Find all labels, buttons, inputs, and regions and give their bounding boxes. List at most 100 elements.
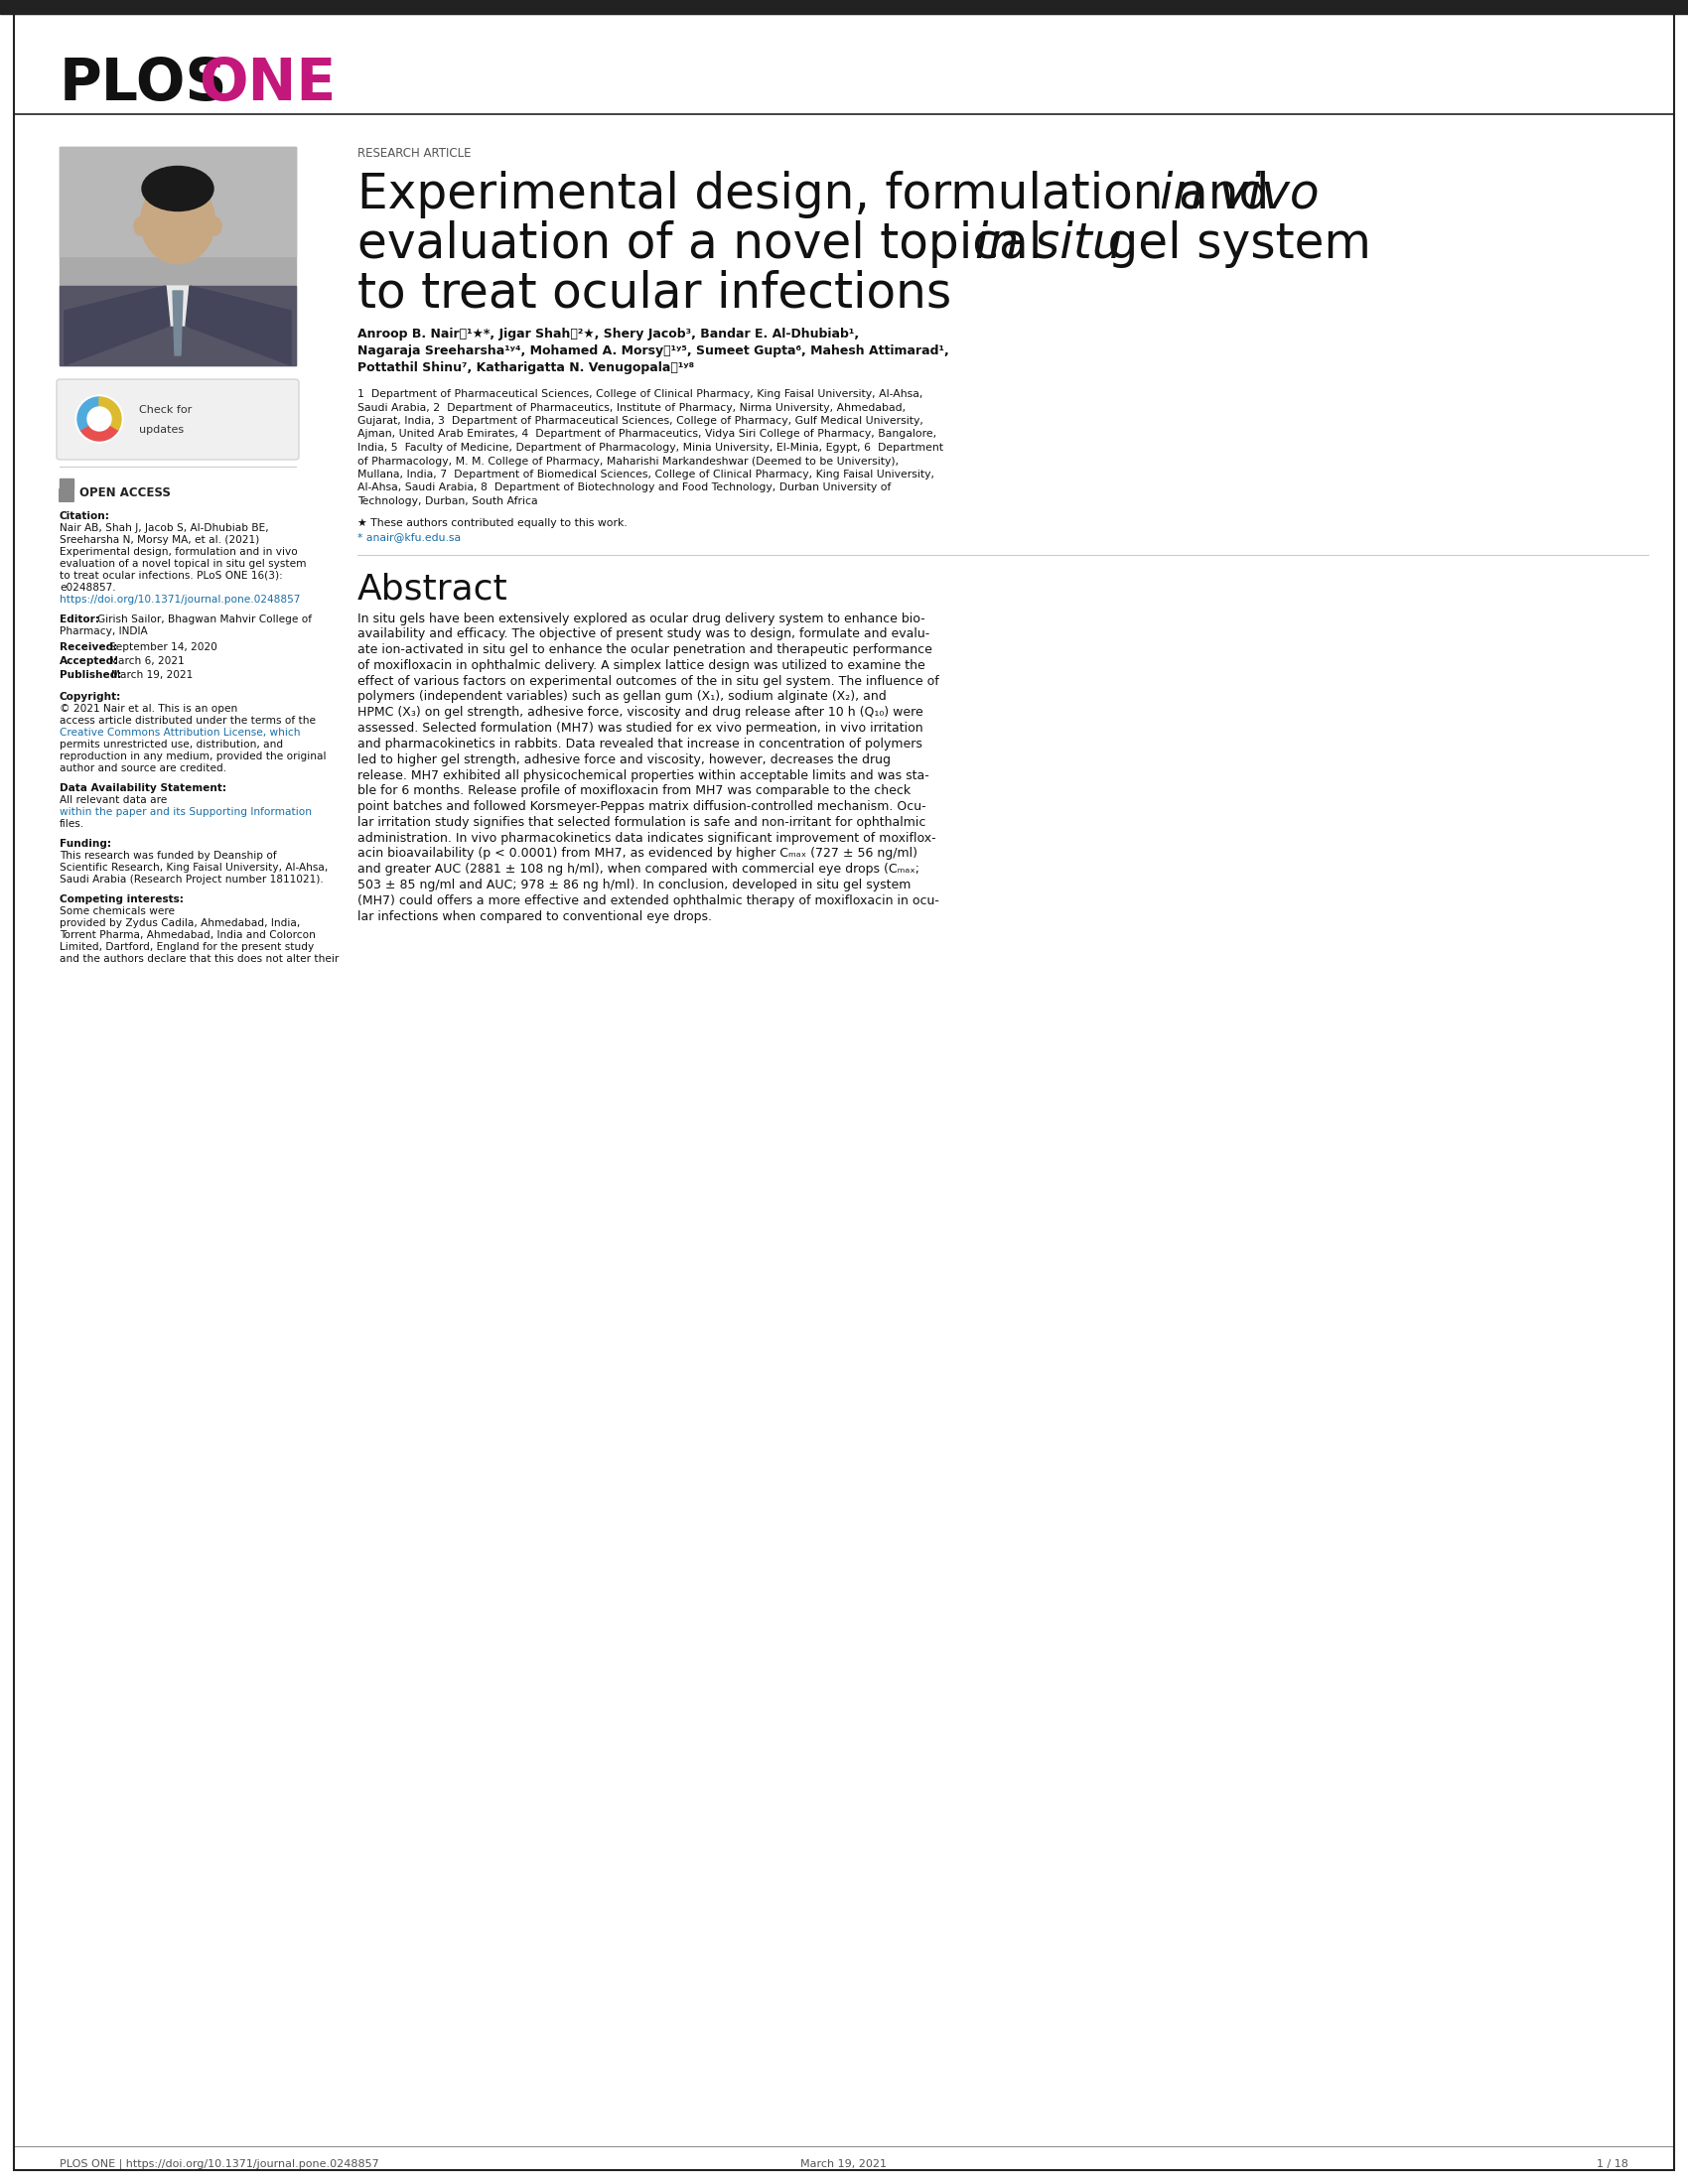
Wedge shape: [81, 419, 118, 441]
Text: Anroop B. Nairⓓ¹★*, Jigar Shahⓓ²★, Shery Jacob³, Bandar E. Al-Dhubiab¹,: Anroop B. Nairⓓ¹★*, Jigar Shahⓓ²★, Shery…: [358, 328, 859, 341]
Text: In situ gels have been extensively explored as ocular drug delivery system to en: In situ gels have been extensively explo…: [358, 612, 925, 625]
Text: Experimental design, formulation and in vivo: Experimental design, formulation and in …: [59, 546, 297, 557]
Text: Girish Sailor, Bhagwan Mahvir College of: Girish Sailor, Bhagwan Mahvir College of: [98, 614, 312, 625]
Text: author and source are credited.: author and source are credited.: [59, 764, 226, 773]
Text: ONE: ONE: [199, 57, 336, 114]
Text: Saudi Arabia (Research Project number 1811021).: Saudi Arabia (Research Project number 18…: [59, 874, 324, 885]
Text: https://doi.org/10.1371/journal.pone.0248857: https://doi.org/10.1371/journal.pone.024…: [59, 594, 300, 605]
Text: ★ These authors contributed equally to this work.: ★ These authors contributed equally to t…: [358, 518, 628, 529]
Circle shape: [76, 395, 123, 443]
Text: Torrent Pharma, Ahmedabad, India and Colorcon: Torrent Pharma, Ahmedabad, India and Col…: [59, 930, 316, 939]
Text: lar irritation study signifies that selected formulation is safe and non-irritan: lar irritation study signifies that sele…: [358, 817, 925, 830]
Text: administration. In vivo pharmacokinetics data indicates significant improvement : administration. In vivo pharmacokinetics…: [358, 832, 935, 845]
Ellipse shape: [209, 218, 221, 236]
Text: India, 5  Faculty of Medicine, Department of Pharmacology, Minia University, El-: India, 5 Faculty of Medicine, Department…: [358, 443, 944, 452]
Text: Some chemicals were: Some chemicals were: [59, 906, 176, 917]
Text: e0248857.: e0248857.: [59, 583, 116, 592]
FancyBboxPatch shape: [59, 489, 74, 502]
Text: OPEN ACCESS: OPEN ACCESS: [79, 487, 170, 498]
Circle shape: [88, 406, 111, 430]
Text: acin bioavailability (p < 0.0001) from MH7, as evidenced by higher Cₘₐₓ (727 ± 5: acin bioavailability (p < 0.0001) from M…: [358, 847, 918, 860]
Text: Limited, Dartford, England for the present study: Limited, Dartford, England for the prese…: [59, 941, 314, 952]
Text: Pottathil Shinu⁷, Katharigatta N. Venugopalaⓓ¹ʸ⁸: Pottathil Shinu⁷, Katharigatta N. Venugo…: [358, 360, 694, 373]
Text: and greater AUC (2881 ± 108 ng h/ml), when compared with commercial eye drops (C: and greater AUC (2881 ± 108 ng h/ml), wh…: [358, 863, 920, 876]
Polygon shape: [165, 286, 189, 325]
Wedge shape: [100, 397, 122, 430]
Text: (MH7) could offers a more effective and extended ophthalmic therapy of moxifloxa: (MH7) could offers a more effective and …: [358, 895, 939, 906]
Text: Sreeharsha N, Morsy MA, et al. (2021): Sreeharsha N, Morsy MA, et al. (2021): [59, 535, 260, 546]
Ellipse shape: [133, 218, 145, 236]
Text: of Pharmacology, M. M. College of Pharmacy, Maharishi Markandeshwar (Deemed to b: of Pharmacology, M. M. College of Pharma…: [358, 456, 898, 465]
Text: release. MH7 exhibited all physicochemical properties within acceptable limits a: release. MH7 exhibited all physicochemic…: [358, 769, 928, 782]
Bar: [0, 0, 1688, 13]
Text: Copyright:: Copyright:: [59, 692, 122, 701]
Text: RESEARCH ARTICLE: RESEARCH ARTICLE: [358, 146, 471, 159]
Text: ble for 6 months. Release profile of moxifloxacin from MH7 was comparable to the: ble for 6 months. Release profile of mox…: [358, 784, 910, 797]
Text: reproduction in any medium, provided the original: reproduction in any medium, provided the…: [59, 751, 326, 762]
Text: September 14, 2020: September 14, 2020: [110, 642, 218, 653]
Text: to treat ocular infections: to treat ocular infections: [358, 271, 952, 317]
Text: point batches and followed Korsmeyer-Peppas matrix diffusion-controlled mechanis: point batches and followed Korsmeyer-Pep…: [358, 799, 927, 812]
Text: Pharmacy, INDIA: Pharmacy, INDIA: [59, 627, 147, 636]
Polygon shape: [186, 286, 290, 365]
Text: Experimental design, formulation and: Experimental design, formulation and: [358, 170, 1285, 218]
Text: Abstract: Abstract: [358, 572, 508, 605]
Text: Competing interests:: Competing interests:: [59, 895, 184, 904]
Text: in situ: in situ: [976, 221, 1123, 269]
FancyBboxPatch shape: [57, 380, 299, 459]
Text: gel system: gel system: [1092, 221, 1371, 269]
Text: permits unrestricted use, distribution, and: permits unrestricted use, distribution, …: [59, 740, 284, 749]
Bar: [59, 146, 295, 256]
Text: in vivo: in vivo: [1160, 170, 1320, 218]
Text: effect of various factors on experimental outcomes of the in situ gel system. Th: effect of various factors on experimenta…: [358, 675, 939, 688]
Text: Creative Commons Attribution License, which: Creative Commons Attribution License, wh…: [59, 727, 300, 738]
Text: polymers (independent variables) such as gellan gum (X₁), sodium alginate (X₂), : polymers (independent variables) such as…: [358, 690, 886, 703]
Text: Accepted:: Accepted:: [59, 655, 118, 666]
Text: Saudi Arabia, 2  Department of Pharmaceutics, Institute of Pharmacy, Nirma Unive: Saudi Arabia, 2 Department of Pharmaceut…: [358, 402, 906, 413]
Text: PLOS: PLOS: [59, 57, 228, 114]
Text: Check for: Check for: [138, 404, 192, 415]
Text: updates: updates: [138, 426, 184, 435]
Text: * anair@kfu.edu.sa: * anair@kfu.edu.sa: [358, 533, 461, 542]
Text: access article distributed under the terms of the: access article distributed under the ter…: [59, 716, 316, 725]
Text: © 2021 Nair et al. This is an open: © 2021 Nair et al. This is an open: [59, 703, 238, 714]
Wedge shape: [78, 397, 100, 430]
Text: This research was funded by Deanship of: This research was funded by Deanship of: [59, 852, 277, 860]
Text: 1 / 18: 1 / 18: [1597, 2160, 1629, 2169]
Text: of moxifloxacin in ophthalmic delivery. A simplex lattice design was utilized to: of moxifloxacin in ophthalmic delivery. …: [358, 660, 925, 673]
Text: March 19, 2021: March 19, 2021: [111, 670, 192, 679]
Bar: [59, 286, 295, 365]
Text: evaluation of a novel topical in situ gel system: evaluation of a novel topical in situ ge…: [59, 559, 306, 568]
Text: Mullana, India, 7  Department of Biomedical Sciences, College of Clinical Pharma: Mullana, India, 7 Department of Biomedic…: [358, 470, 935, 480]
Bar: [59, 478, 74, 489]
Text: 503 ± 85 ng/ml and AUC; 978 ± 86 ng h/ml). In conclusion, developed in situ gel : 503 ± 85 ng/ml and AUC; 978 ± 86 ng h/ml…: [358, 878, 912, 891]
Text: Citation:: Citation:: [59, 511, 110, 522]
Text: ate ion-activated in situ gel to enhance the ocular penetration and therapeutic : ate ion-activated in situ gel to enhance…: [358, 644, 932, 655]
Text: Funding:: Funding:: [59, 839, 111, 850]
Text: Nagaraja Sreeharsha¹ʸ⁴, Mohamed A. Morsyⓓ¹ʸ⁵, Sumeet Gupta⁶, Mahesh Attimarad¹,: Nagaraja Sreeharsha¹ʸ⁴, Mohamed A. Morsy…: [358, 345, 949, 358]
Text: files.: files.: [59, 819, 84, 830]
Text: Nair AB, Shah J, Jacob S, Al-Dhubiab BE,: Nair AB, Shah J, Jacob S, Al-Dhubiab BE,: [59, 524, 268, 533]
Text: assessed. Selected formulation (MH7) was studied for ex vivo permeation, in vivo: assessed. Selected formulation (MH7) was…: [358, 721, 923, 734]
Text: Scientific Research, King Faisal University, Al-Ahsa,: Scientific Research, King Faisal Univers…: [59, 863, 327, 874]
Text: PLOS ONE | https://doi.org/10.1371/journal.pone.0248857: PLOS ONE | https://doi.org/10.1371/journ…: [59, 2160, 380, 2169]
Text: Editor:: Editor:: [59, 614, 100, 625]
Text: Technology, Durban, South Africa: Technology, Durban, South Africa: [358, 496, 538, 507]
Text: evaluation of a novel topical: evaluation of a novel topical: [358, 221, 1057, 269]
Text: March 6, 2021: March 6, 2021: [110, 655, 184, 666]
Polygon shape: [64, 286, 170, 365]
Text: led to higher gel strength, adhesive force and viscosity, however, decreases the: led to higher gel strength, adhesive for…: [358, 753, 891, 767]
Text: Received:: Received:: [59, 642, 118, 653]
Text: within the paper and its Supporting Information: within the paper and its Supporting Info…: [59, 808, 312, 817]
Text: Published:: Published:: [59, 670, 122, 679]
Text: to treat ocular infections. PLoS ONE 16(3):: to treat ocular infections. PLoS ONE 16(…: [59, 570, 282, 581]
Text: availability and efficacy. The objective of present study was to design, formula: availability and efficacy. The objective…: [358, 627, 930, 640]
Text: Gujarat, India, 3  Department of Pharmaceutical Sciences, College of Pharmacy, G: Gujarat, India, 3 Department of Pharmace…: [358, 415, 923, 426]
Text: provided by Zydus Cadila, Ahmedabad, India,: provided by Zydus Cadila, Ahmedabad, Ind…: [59, 917, 300, 928]
Text: and pharmacokinetics in rabbits. Data revealed that increase in concentration of: and pharmacokinetics in rabbits. Data re…: [358, 738, 922, 751]
Text: and the authors declare that this does not alter their: and the authors declare that this does n…: [59, 954, 339, 963]
Text: Data Availability Statement:: Data Availability Statement:: [59, 784, 226, 793]
Bar: [59, 146, 295, 365]
Text: Ajman, United Arab Emirates, 4  Department of Pharmaceutics, Vidya Siri College : Ajman, United Arab Emirates, 4 Departmen…: [358, 430, 937, 439]
Text: HPMC (X₃) on gel strength, adhesive force, viscosity and drug release after 10 h: HPMC (X₃) on gel strength, adhesive forc…: [358, 705, 923, 719]
